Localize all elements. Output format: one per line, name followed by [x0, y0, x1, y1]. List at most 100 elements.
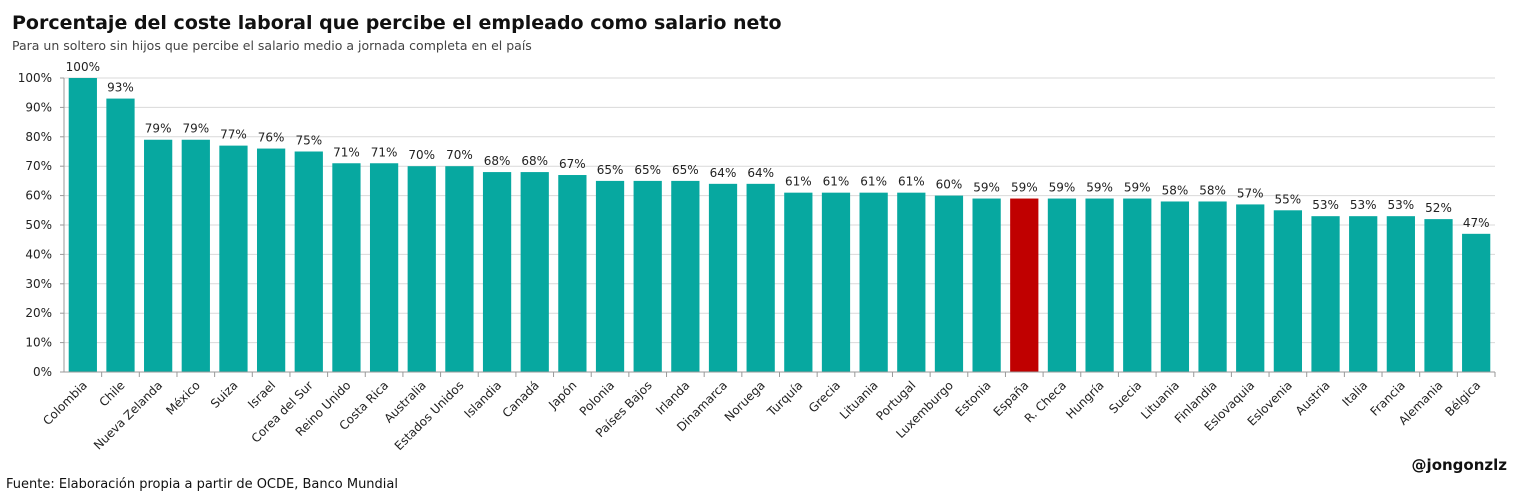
data-label: 47%	[1463, 216, 1490, 230]
data-label: 58%	[1162, 183, 1189, 197]
bar	[1349, 216, 1378, 372]
bar	[633, 180, 662, 372]
x-tick-label: Islandia	[461, 378, 504, 421]
x-tick-label: Bélgica	[1442, 378, 1483, 419]
bar	[219, 145, 248, 372]
y-tick-label: 20%	[25, 306, 52, 320]
y-tick-label: 0%	[33, 365, 52, 379]
bar	[859, 192, 888, 372]
x-tick-label: Suiza	[208, 378, 241, 411]
data-label: 77%	[220, 128, 247, 142]
bar	[595, 180, 625, 372]
bar	[746, 183, 775, 372]
bar	[1123, 198, 1152, 372]
bar	[445, 166, 474, 372]
data-label: 53%	[1350, 198, 1377, 212]
x-tick-label: Chile	[96, 378, 127, 409]
bar	[1386, 216, 1415, 372]
bar	[1462, 233, 1491, 372]
x-tick-label: Estados Unidos	[392, 378, 467, 453]
bar	[784, 192, 813, 372]
bar	[68, 78, 97, 372]
chart-subtitle: Para un soltero sin hijos que percibe el…	[12, 38, 532, 53]
x-tick-label: R. Checa	[1022, 378, 1069, 425]
bar	[671, 180, 700, 372]
y-tick-label: 10%	[25, 336, 52, 350]
y-tick-label: 60%	[25, 189, 52, 203]
data-label: 53%	[1388, 198, 1415, 212]
data-label: 79%	[145, 122, 172, 136]
data-label: 65%	[597, 163, 624, 177]
data-label: 61%	[898, 175, 925, 189]
bar	[256, 148, 286, 372]
y-tick-label: 50%	[25, 218, 52, 232]
data-label: 55%	[1275, 192, 1302, 206]
bar	[144, 139, 173, 372]
data-label: 61%	[785, 175, 812, 189]
data-label: 60%	[936, 178, 963, 192]
bar	[369, 163, 399, 372]
data-label: 64%	[710, 166, 737, 180]
x-tick-label: Grecia	[806, 378, 843, 415]
y-tick-label: 80%	[25, 130, 52, 144]
data-label: 53%	[1312, 198, 1339, 212]
x-tick-label: México	[163, 378, 203, 418]
bar	[520, 172, 549, 372]
x-tick-label: Italia	[1339, 378, 1370, 409]
chart-title: Porcentaje del coste laboral que percibe…	[12, 12, 782, 34]
data-label: 59%	[1049, 181, 1076, 195]
data-label: 100%	[66, 60, 100, 74]
bar	[1236, 204, 1265, 372]
bar	[181, 139, 210, 372]
bar	[1198, 201, 1227, 372]
source-note: Fuente: Elaboración propia a partir de O…	[6, 477, 398, 492]
data-label: 93%	[107, 81, 134, 95]
bar	[934, 195, 964, 372]
y-tick-label: 30%	[25, 277, 52, 291]
data-label: 59%	[1086, 181, 1113, 195]
bar	[708, 183, 738, 372]
bar	[972, 198, 1001, 372]
bar	[482, 172, 512, 372]
x-tick-label: Noruega	[722, 378, 768, 424]
data-label: 67%	[559, 157, 586, 171]
bar	[558, 175, 587, 372]
data-label: 59%	[1124, 181, 1151, 195]
data-label: 59%	[1011, 181, 1038, 195]
x-tick-label: Colombia	[40, 378, 90, 428]
bar	[1047, 198, 1077, 372]
author-handle: @jongonzlz	[1411, 456, 1507, 474]
bar	[1424, 219, 1453, 372]
data-label: 52%	[1425, 201, 1452, 215]
bar	[294, 151, 323, 372]
x-tick-label: Japón	[545, 378, 579, 412]
data-label: 59%	[973, 181, 1000, 195]
y-tick-label: 70%	[25, 159, 52, 173]
y-tick-label: 90%	[25, 100, 52, 114]
data-label: 65%	[634, 163, 661, 177]
x-tick-label: Estonia	[953, 378, 994, 419]
bar	[1010, 198, 1039, 372]
x-tick-label: Austria	[1293, 378, 1333, 418]
data-label: 61%	[823, 175, 850, 189]
data-label: 71%	[333, 145, 360, 159]
data-label: 68%	[521, 154, 548, 168]
x-tick-label: Turquía	[764, 378, 806, 420]
x-tick-label: Canadá	[500, 378, 542, 420]
data-label: 71%	[371, 145, 398, 159]
y-tick-label: 40%	[25, 247, 52, 261]
data-label: 75%	[295, 134, 322, 148]
data-label: 58%	[1199, 183, 1226, 197]
bar	[1160, 201, 1190, 372]
bar	[821, 192, 851, 372]
data-label: 64%	[747, 166, 774, 180]
bar	[332, 163, 361, 372]
data-label: 68%	[484, 154, 511, 168]
bar	[407, 166, 436, 372]
data-label: 65%	[672, 163, 699, 177]
data-label: 76%	[258, 131, 285, 145]
y-tick-label: 100%	[18, 71, 52, 85]
bar	[1085, 198, 1114, 372]
data-label: 70%	[446, 148, 473, 162]
